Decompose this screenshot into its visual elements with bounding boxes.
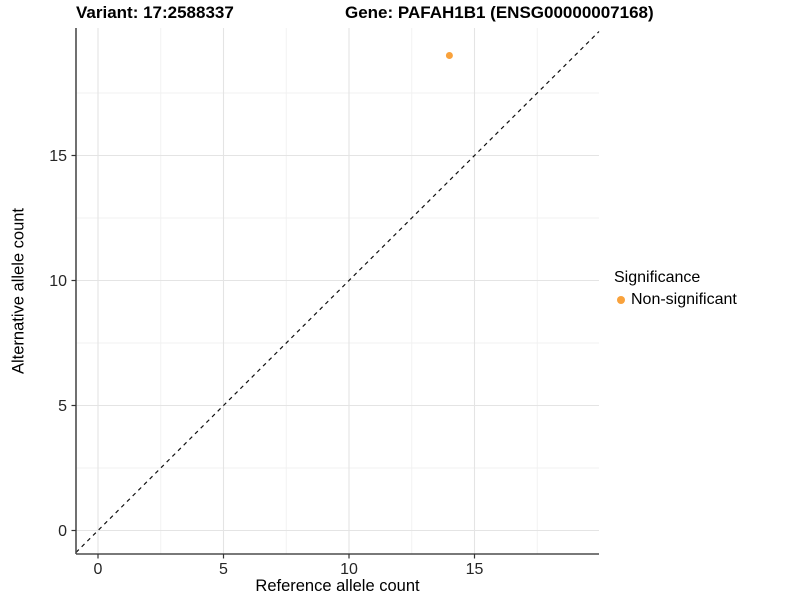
- y-axis-title: Alternative allele count: [9, 207, 28, 375]
- x-axis-title: Reference allele count: [255, 577, 420, 595]
- plot-title-variant: Variant: 17:2588337: [76, 3, 234, 22]
- x-tick-label: 15: [466, 561, 484, 578]
- identity-line: [75, 31, 600, 553]
- y-tick-label: 5: [58, 398, 67, 415]
- legend-item-non-significant: Non-significant: [612, 291, 737, 309]
- legend-key: [612, 292, 629, 309]
- x-tick-label: 10: [340, 561, 358, 578]
- y-tick-label: 10: [49, 273, 67, 290]
- legend-item-label: Non-significant: [631, 291, 737, 308]
- plot-title-gene: Gene: PAFAH1B1 (ENSG00000007168): [345, 3, 654, 22]
- y-tick-label: 15: [49, 148, 67, 165]
- legend: Significance Non-significant: [612, 269, 737, 309]
- point-swatch-icon: [616, 296, 625, 304]
- x-tick-label: 0: [94, 561, 103, 578]
- legend-title: Significance: [614, 269, 701, 286]
- y-tick-label: 0: [58, 523, 67, 540]
- x-tick-label: 5: [219, 561, 228, 578]
- data-point: [445, 52, 453, 59]
